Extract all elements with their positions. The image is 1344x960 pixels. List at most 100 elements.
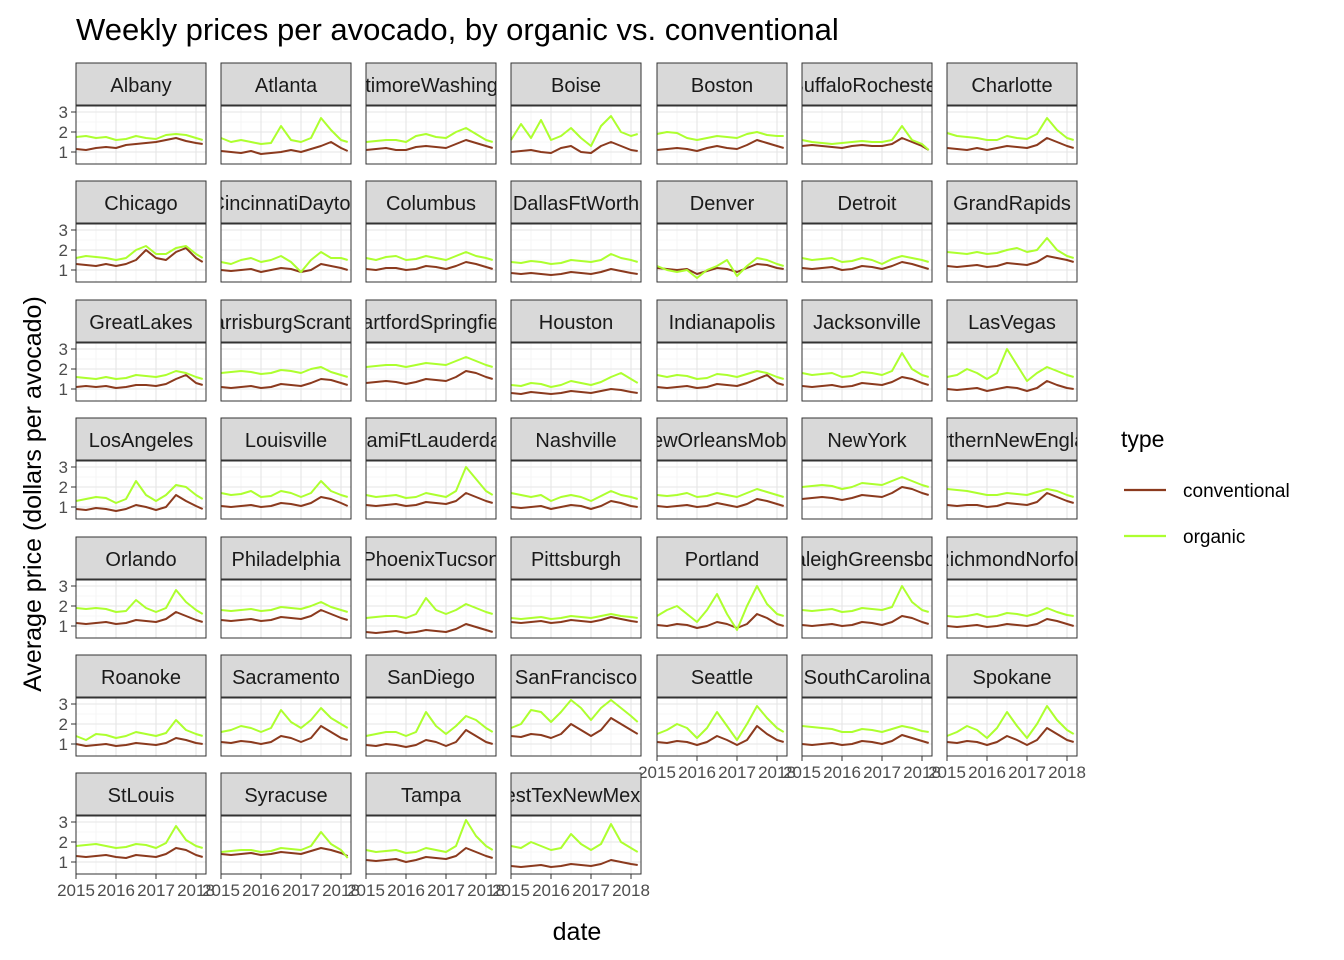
facet-strip (365, 654, 497, 698)
plot-background (657, 461, 787, 519)
facet-strip (510, 772, 642, 816)
series-line-conventional (365, 370, 493, 385)
x-tick-label: 2018 (322, 881, 360, 900)
plot-background (802, 106, 932, 164)
series-line-conventional (365, 139, 493, 151)
panel-border (656, 223, 788, 283)
facet-strip (656, 536, 788, 580)
series-line-conventional (220, 609, 348, 622)
x-tick-label: 2016 (823, 763, 861, 782)
panel-border (510, 815, 642, 875)
series-line-conventional (75, 374, 203, 389)
y-tick-label: 3 (59, 813, 68, 832)
series-line-organic (801, 255, 929, 265)
facet-strip-label: Denver (690, 193, 755, 215)
plot-background (947, 106, 1077, 164)
facet-strip-label: SanDiego (387, 667, 475, 689)
series-line-conventional (656, 725, 784, 746)
facet-strip-label: HartfordSpringfield (348, 312, 515, 334)
facet-strip-label: Indianapolis (669, 312, 776, 334)
series-line-organic (75, 133, 203, 141)
series-line-conventional (365, 261, 493, 271)
series-line-conventional (946, 380, 1074, 392)
chart-title: Weekly prices per avocado, by organic vs… (76, 12, 839, 47)
facet-panel-cincinnatidayton: CincinnatiDayton (220, 180, 352, 283)
facet-panel-greatlakes: GreatLakes 123 (59, 299, 207, 402)
facet-panel-sanfrancisco: SanFrancisco (510, 654, 642, 757)
facet-strip-label: Houston (539, 312, 614, 334)
series-line-conventional (75, 847, 203, 859)
facet-strip (75, 62, 207, 106)
facet-strip-label: RaleighGreensboro (780, 549, 953, 571)
facet-panel-albany: Albany 123 (59, 62, 207, 165)
facet-strip (220, 536, 352, 580)
facet-strip (656, 180, 788, 224)
y-tick-label: 1 (59, 380, 68, 399)
facet-panel-louisville: Louisville (220, 417, 352, 520)
facet-panel-harrisburgscranton: HarrisburgScranton (220, 299, 352, 402)
x-tick-label: 2017 (572, 881, 610, 900)
facet-strip-label: NorthernNewEngland (916, 430, 1107, 452)
plot-background (221, 106, 351, 164)
plot-background (76, 461, 206, 519)
plot-background (511, 106, 641, 164)
facet-strip-label: Pittsburgh (531, 549, 621, 571)
facet-panel-boston: Boston (656, 62, 788, 165)
series-line-conventional (75, 247, 204, 267)
facet-strip (220, 772, 352, 816)
facet-panel-orlando: Orlando 123 (59, 536, 207, 639)
plot-background (802, 224, 932, 282)
facet-strip-label: DallasFtWorth (513, 193, 639, 215)
series-line-conventional (365, 847, 493, 863)
series-line-organic (220, 707, 349, 733)
series-line-conventional (220, 725, 348, 745)
facet-strip (946, 654, 1078, 698)
series-line-organic (75, 370, 203, 380)
facet-panel-sandiego: SanDiego (365, 654, 497, 757)
series-line-conventional (656, 374, 784, 389)
y-tick-label: 2 (59, 241, 68, 260)
panel-border (220, 223, 352, 283)
series-line-organic (75, 825, 203, 849)
facet-strip-label: GrandRapids (953, 193, 1071, 215)
series-line-organic (220, 117, 348, 145)
series-line-organic (946, 117, 1074, 141)
y-tick-label: 2 (59, 360, 68, 379)
facet-panel-indianapolis: Indianapolis (656, 299, 788, 402)
plot-background (366, 224, 496, 282)
facet-strip (220, 417, 352, 461)
series-line-organic (365, 597, 493, 619)
facet-panel-stlouis: StLouis 123 2015 2016 2017 2018 (57, 772, 215, 900)
plot-background (221, 224, 351, 282)
plot-background (221, 816, 351, 874)
facet-strip-label: Atlanta (255, 75, 318, 97)
facet-panel-nashville: Nashville (510, 417, 642, 520)
facet-strip-label: Syracuse (244, 785, 327, 807)
series-line-conventional (365, 492, 493, 507)
x-tick-label: 2015 (638, 763, 676, 782)
panel-border (510, 697, 642, 757)
series-line-organic (510, 372, 639, 388)
series-line-conventional (946, 137, 1074, 151)
plot-background (657, 224, 787, 282)
facet-panel-boise: Boise (510, 62, 642, 165)
series-line-conventional (656, 613, 784, 629)
facet-panel-tampa: Tampa 2015 2016 2017 2018 (347, 772, 505, 900)
series-line-conventional (946, 618, 1074, 628)
facet-strip (946, 62, 1078, 106)
x-tick-label: 2015 (57, 881, 95, 900)
facet-strip-label: Nashville (535, 430, 616, 452)
x-tick-label: 2017 (427, 881, 465, 900)
series-line-organic (946, 705, 1075, 739)
facet-strip-label: Portland (685, 549, 760, 571)
plot-background (221, 580, 351, 638)
facet-strip (801, 654, 933, 698)
facet-strip-label: PhoenixTucson (362, 549, 499, 571)
x-tick-label: 2017 (718, 763, 756, 782)
facet-strip-label: BaltimoreWashington (336, 75, 525, 97)
facet-strip-label: Charlotte (971, 75, 1052, 97)
panel-border (365, 342, 497, 402)
series-line-organic (656, 488, 784, 498)
facet-strip (75, 180, 207, 224)
